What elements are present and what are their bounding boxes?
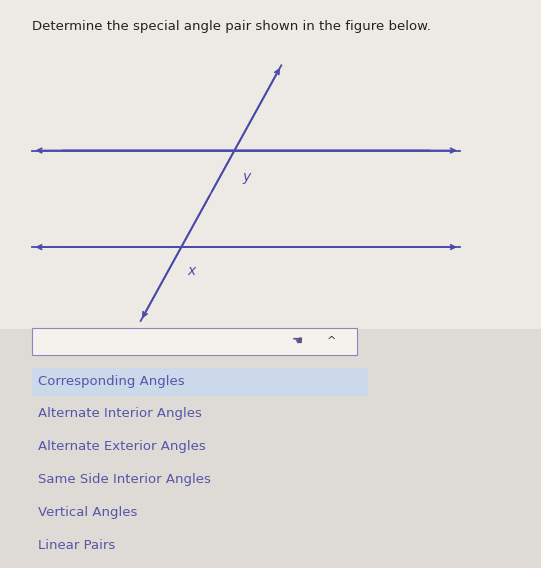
Text: x: x: [188, 264, 196, 278]
FancyBboxPatch shape: [0, 0, 541, 329]
Text: Vertical Angles: Vertical Angles: [38, 506, 137, 519]
Text: Corresponding Angles: Corresponding Angles: [38, 374, 184, 387]
Text: Same Side Interior Angles: Same Side Interior Angles: [38, 473, 211, 486]
Text: Alternate Interior Angles: Alternate Interior Angles: [38, 407, 202, 420]
Text: Determine the special angle pair shown in the figure below.: Determine the special angle pair shown i…: [32, 20, 431, 33]
Text: ☚: ☚: [292, 335, 304, 348]
FancyBboxPatch shape: [32, 328, 357, 355]
Text: y: y: [242, 170, 251, 185]
Text: Alternate Exterior Angles: Alternate Exterior Angles: [38, 440, 206, 453]
Text: ^: ^: [327, 336, 337, 346]
Text: Linear Pairs: Linear Pairs: [38, 539, 115, 552]
FancyBboxPatch shape: [32, 368, 368, 396]
